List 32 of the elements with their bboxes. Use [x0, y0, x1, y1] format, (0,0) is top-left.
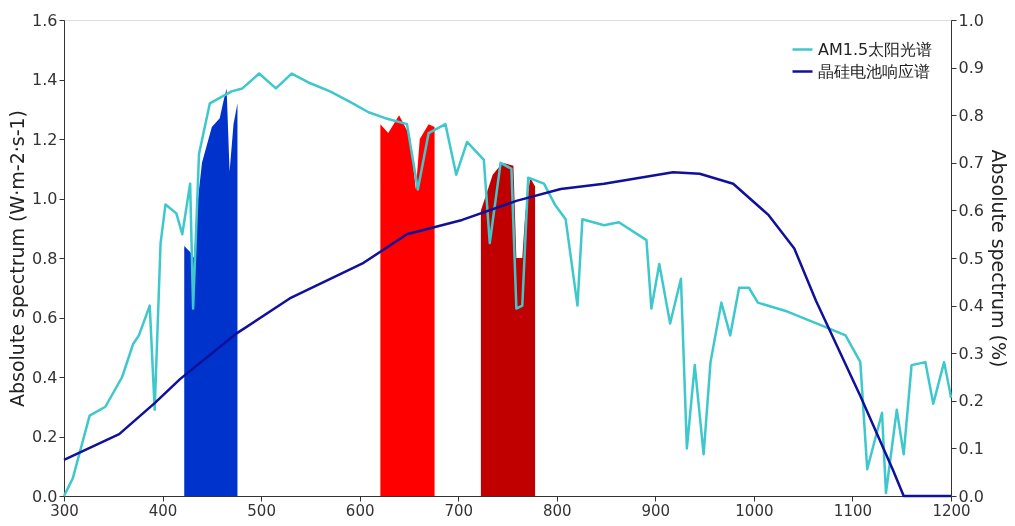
x-tick-label: 1100 — [833, 501, 873, 520]
x-tick-label: 700 — [444, 501, 474, 520]
y2-tick-label: 0.6 — [958, 200, 984, 220]
y-tick-label: 0.2 — [32, 427, 58, 446]
x-tick-label: 300 — [50, 501, 79, 520]
y2-tick-label: 0.7 — [958, 153, 984, 173]
y2-tick-label: 0.2 — [958, 391, 984, 411]
y2-tick-label: 0.5 — [958, 248, 984, 268]
x-tick-label: 400 — [148, 501, 178, 520]
x-tick-label: 900 — [641, 501, 671, 520]
y-tick-label: 0.6 — [32, 308, 58, 327]
x-tick-label: 1200 — [932, 501, 971, 520]
y-tick-label: 0.8 — [32, 248, 58, 268]
y-tick-label: 1.0 — [32, 189, 58, 208]
y-tick-label: 1.6 — [32, 10, 58, 30]
legend-label: 晶硅电池响应谱 — [818, 61, 930, 81]
x-tick-label: 600 — [345, 501, 375, 520]
legend-label: AM1.5太阳光谱 — [818, 39, 933, 59]
y2-tick-label: 1.0 — [958, 10, 984, 30]
y2-tick-label: 0.4 — [958, 296, 984, 316]
y-tick-label: 0.4 — [32, 367, 58, 387]
y-tick-label: 1.2 — [32, 129, 58, 149]
x-tick-label: 800 — [542, 501, 572, 520]
y2-tick-label: 0.8 — [958, 105, 984, 125]
y-tick-label: 1.4 — [32, 70, 58, 89]
x-tick-label: 1000 — [735, 501, 774, 520]
y2-tick-label: 0.9 — [958, 58, 984, 78]
y-axis-title: Absolute spectrum (W·m-2·s-1) — [6, 109, 29, 408]
y2-axis-title: Absolute spectrum (%) — [987, 149, 1010, 368]
y2-tick-label: 0.3 — [958, 343, 984, 363]
y2-tick-label: 0.1 — [958, 438, 984, 458]
x-tick-label: 500 — [247, 501, 276, 520]
